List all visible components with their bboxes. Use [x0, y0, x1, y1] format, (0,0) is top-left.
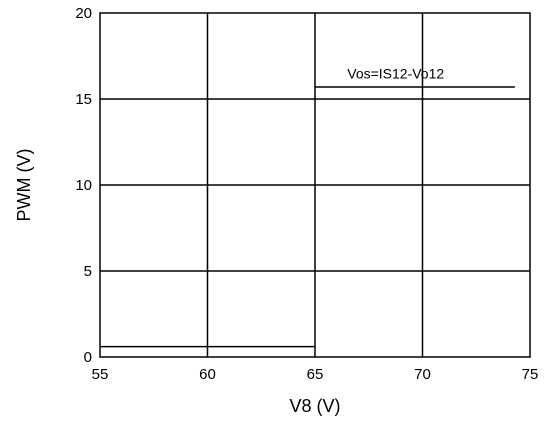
annotation-label: Vos=IS12-Vo12 [347, 65, 444, 81]
y-tick-label: 10 [75, 177, 92, 194]
x-tick-label: 70 [414, 366, 431, 383]
x-axis-ticks: 55 60 65 70 75 [92, 366, 539, 383]
x-tick-label: 75 [522, 366, 539, 383]
y-axis-title: PWM (V) [14, 149, 34, 222]
plot-frame [99, 12, 531, 358]
series-lines [100, 86, 515, 348]
x-tick-label: 65 [307, 366, 324, 383]
y-axis-ticks: 0 5 10 15 20 [75, 5, 92, 366]
y-tick-label: 0 [84, 349, 92, 366]
y-tick-label: 15 [75, 91, 92, 108]
x-axis-title: V8 (V) [289, 396, 340, 416]
annotations: Vos=IS12-Vo12 [347, 65, 444, 81]
grid-lines [100, 13, 530, 357]
x-tick-label: 55 [92, 366, 109, 383]
y-tick-label: 20 [75, 5, 92, 22]
y-tick-label: 5 [84, 263, 92, 280]
x-tick-label: 60 [199, 366, 216, 383]
